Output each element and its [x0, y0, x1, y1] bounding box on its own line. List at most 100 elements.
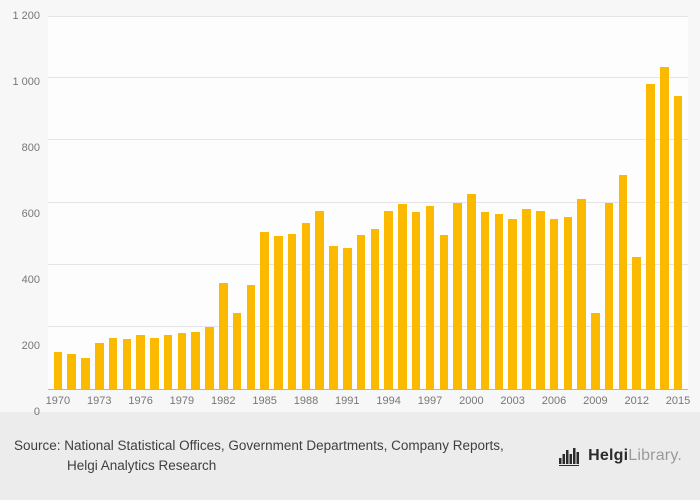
x-tick-label: 1973 — [86, 395, 112, 407]
x-tick-cell — [478, 390, 492, 412]
bar-1988 — [301, 222, 311, 389]
bar-cell — [602, 16, 616, 389]
bar-cell — [630, 16, 644, 389]
bar-2000 — [467, 193, 476, 389]
y-tick-label: 200 — [21, 340, 40, 353]
bar-1998 — [439, 234, 449, 389]
bar-cell — [134, 16, 148, 389]
bar-1996 — [411, 211, 421, 389]
x-tick-cell: 1976 — [128, 390, 152, 412]
logo-text: HelgiLibrary. — [588, 447, 682, 465]
bar-cell — [313, 16, 327, 389]
y-axis: 0 200 400 600 800 1 000 1 200 — [6, 10, 48, 418]
x-tick-cell — [396, 390, 410, 412]
x-tick-cell — [272, 390, 286, 412]
bar-1992 — [356, 234, 366, 389]
bar-2007 — [563, 217, 573, 389]
bar-chart: 0 200 400 600 800 1 000 1 200 1970 1973 1976 1979… — [6, 10, 691, 418]
x-tick-label: 2015 — [665, 395, 691, 407]
gridline — [48, 201, 688, 203]
bar-1989 — [315, 210, 324, 389]
bar-1972 — [81, 357, 90, 389]
bar-2009 — [591, 312, 600, 389]
bar-cell — [203, 16, 217, 389]
plot-column: 1970 1973 1976 1979 1982 1985 1988 1991 1994 1997… — [46, 16, 691, 412]
bar-1985 — [260, 232, 269, 389]
bar-2004 — [522, 209, 531, 389]
bar-2001 — [480, 211, 490, 389]
bar-1973 — [94, 343, 104, 389]
x-tick-cell: 1979 — [170, 390, 194, 412]
bar-2015 — [673, 95, 683, 389]
x-tick-cell: 2006 — [542, 390, 566, 412]
bar-2003 — [508, 218, 517, 389]
gridline — [48, 139, 688, 141]
bar-1987 — [287, 233, 297, 389]
bar-cell — [451, 16, 465, 389]
bar-1993 — [370, 228, 380, 389]
bar-cell — [382, 16, 396, 389]
bar-cell — [616, 16, 630, 389]
bar-cell — [464, 16, 478, 389]
x-tick-label: 1988 — [293, 395, 319, 407]
x-tick-label: 1985 — [252, 395, 277, 407]
x-tick-cell — [106, 390, 120, 412]
x-tick-label: 2000 — [459, 395, 484, 407]
bar-1971 — [67, 353, 76, 389]
bar-1991 — [343, 248, 352, 389]
x-tick-cell: 1988 — [294, 390, 318, 412]
bar-1977 — [150, 338, 159, 389]
bar-cell — [258, 16, 272, 389]
bar-cell — [161, 16, 175, 389]
bar-1999 — [453, 202, 462, 389]
y-tick-label: 1 000 — [12, 76, 40, 88]
bar-1984 — [246, 284, 256, 389]
bar-cell — [92, 16, 106, 389]
bar-1997 — [425, 206, 435, 389]
x-axis: 1970 1973 1976 1979 1982 1985 1988 1991 1994 1997… — [46, 390, 691, 412]
x-tick-label: 1991 — [335, 395, 360, 407]
bar-cell — [51, 16, 65, 389]
gridline — [48, 263, 688, 265]
x-tick-cell: 1994 — [376, 390, 400, 412]
x-tick-label: 1976 — [128, 395, 153, 407]
x-tick-cell: 2012 — [624, 390, 648, 412]
bar-1986 — [274, 236, 283, 389]
bar-2013 — [646, 84, 655, 389]
bar-cell — [216, 16, 230, 389]
x-tick-cell: 2000 — [459, 390, 483, 412]
x-tick-label: 2009 — [583, 395, 608, 407]
bar-cell — [244, 16, 258, 389]
x-tick-cell — [644, 390, 658, 412]
bar-cell — [520, 16, 534, 389]
x-tick-cell: 2015 — [666, 390, 690, 412]
plot-area — [48, 16, 688, 390]
x-tick-cell — [147, 390, 161, 412]
footer: Source: National Statistical Offices, Go… — [0, 412, 700, 500]
y-tick-label: 0 — [33, 406, 40, 418]
bar-cell — [409, 16, 423, 389]
x-tick-cell: 1991 — [335, 390, 359, 412]
x-tick-cell — [65, 390, 79, 412]
bar-2012 — [632, 256, 641, 389]
x-tick-cell — [189, 390, 203, 412]
gridline — [48, 325, 688, 327]
x-tick-cell: 2003 — [500, 390, 524, 412]
bar-1978 — [163, 334, 173, 389]
bar-1970 — [53, 351, 63, 389]
bar-cell — [299, 16, 313, 389]
y-tick-label: 800 — [21, 142, 40, 155]
bar-cell — [368, 16, 382, 389]
y-tick-label: 600 — [21, 208, 40, 220]
bar-2014 — [660, 67, 669, 389]
x-tick-cell: 1970 — [46, 390, 70, 412]
bar-cell — [588, 16, 602, 389]
x-tick-cell — [520, 390, 534, 412]
bar-2002 — [494, 214, 504, 389]
x-tick-label: 2006 — [541, 395, 567, 407]
bar-cell — [575, 16, 589, 389]
helgi-library-logo: HelgiLibrary. — [559, 446, 682, 466]
x-tick-cell — [602, 390, 616, 412]
gridline — [48, 77, 688, 79]
bar-1980 — [191, 331, 200, 389]
